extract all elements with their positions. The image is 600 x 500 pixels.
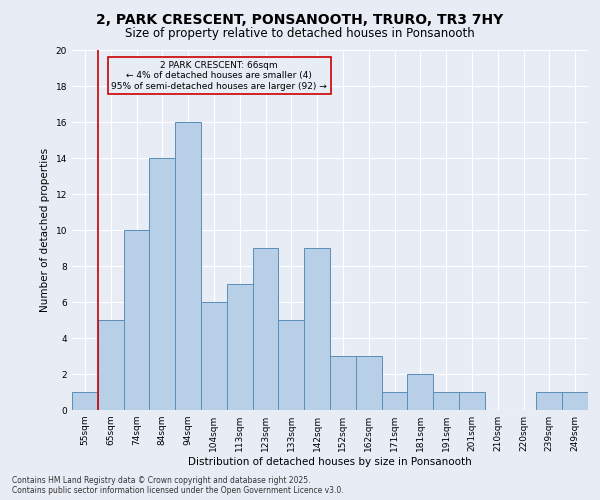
Bar — [253, 248, 278, 410]
Bar — [175, 122, 201, 410]
Bar — [149, 158, 175, 410]
Bar — [278, 320, 304, 410]
Bar — [407, 374, 433, 410]
Bar — [98, 320, 124, 410]
Bar — [562, 392, 588, 410]
X-axis label: Distribution of detached houses by size in Ponsanooth: Distribution of detached houses by size … — [188, 457, 472, 467]
Bar — [227, 284, 253, 410]
Y-axis label: Number of detached properties: Number of detached properties — [40, 148, 50, 312]
Bar — [356, 356, 382, 410]
Text: 2, PARK CRESCENT, PONSANOOTH, TRURO, TR3 7HY: 2, PARK CRESCENT, PONSANOOTH, TRURO, TR3… — [97, 12, 503, 26]
Bar — [72, 392, 98, 410]
Text: 2 PARK CRESCENT: 66sqm
← 4% of detached houses are smaller (4)
95% of semi-detac: 2 PARK CRESCENT: 66sqm ← 4% of detached … — [111, 61, 327, 90]
Bar — [536, 392, 562, 410]
Bar — [330, 356, 356, 410]
Text: Contains HM Land Registry data © Crown copyright and database right 2025.
Contai: Contains HM Land Registry data © Crown c… — [12, 476, 344, 495]
Bar — [382, 392, 407, 410]
Bar — [124, 230, 149, 410]
Bar — [459, 392, 485, 410]
Text: Size of property relative to detached houses in Ponsanooth: Size of property relative to detached ho… — [125, 28, 475, 40]
Bar — [201, 302, 227, 410]
Bar — [433, 392, 459, 410]
Bar — [304, 248, 330, 410]
